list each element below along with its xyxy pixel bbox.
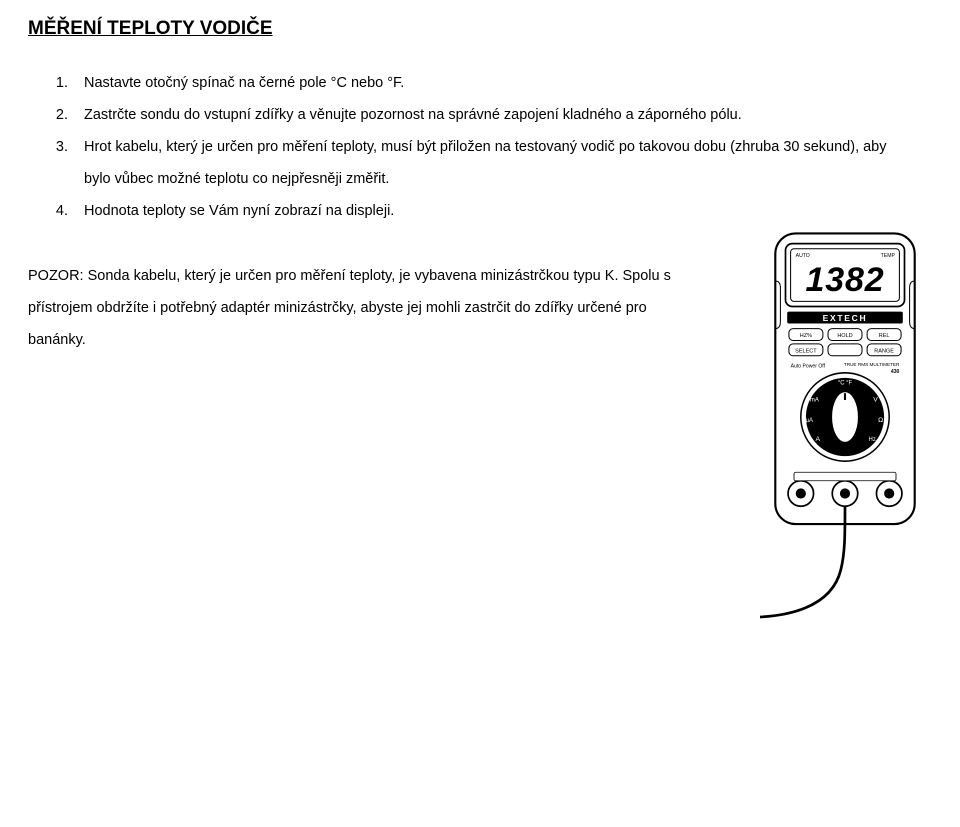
- model-line: TRUE RMS MULTIMETER: [844, 362, 900, 367]
- btn-rel: REL: [879, 333, 890, 339]
- btn-range: RANGE: [874, 348, 894, 354]
- dial-ma: mA: [810, 398, 819, 404]
- page-title: MĚŘENÍ TEPLOTY VODIČE: [28, 18, 900, 40]
- btn-select: SELECT: [795, 348, 817, 354]
- instruction-list: Nastavte otočný spínač na černé pole °C …: [28, 68, 900, 227]
- dial-top: °C °F: [838, 381, 853, 387]
- brand-label: EXTECH: [823, 313, 868, 323]
- btn-hold: HOLD: [837, 333, 852, 339]
- multimeter-illustration: AUTO TEMP 1382 EXTECH HZ% HOLD REL SELEC…: [760, 230, 930, 635]
- lcd-temp-label: TEMP: [881, 253, 896, 259]
- lcd-auto-label: AUTO: [796, 253, 810, 259]
- step-1: Nastavte otočný spínač na černé pole °C …: [72, 68, 900, 100]
- dial-ohm: Ω: [878, 417, 883, 424]
- dial-v: V: [873, 397, 878, 404]
- lcd-readout: 1382: [805, 261, 884, 299]
- auto-off-label: Auto Power Off: [791, 364, 826, 370]
- step-4: Hodnota teploty se Vám nyní zobrazí na d…: [72, 196, 900, 228]
- multimeter-svg: AUTO TEMP 1382 EXTECH HZ% HOLD REL SELEC…: [760, 230, 930, 630]
- btn-hz: HZ%: [800, 333, 812, 339]
- dial-ua: µA: [806, 418, 813, 424]
- dial-hz: Hz: [869, 437, 876, 443]
- step-2: Zastrčte sondu do vstupní zdířky a věnuj…: [72, 100, 900, 132]
- warning-note: POZOR: Sonda kabelu, který je určen pro …: [28, 261, 688, 357]
- svg-text:430: 430: [891, 369, 900, 375]
- dial-a: A: [816, 436, 821, 443]
- step-3: Hrot kabelu, který je určen pro měření t…: [72, 132, 900, 196]
